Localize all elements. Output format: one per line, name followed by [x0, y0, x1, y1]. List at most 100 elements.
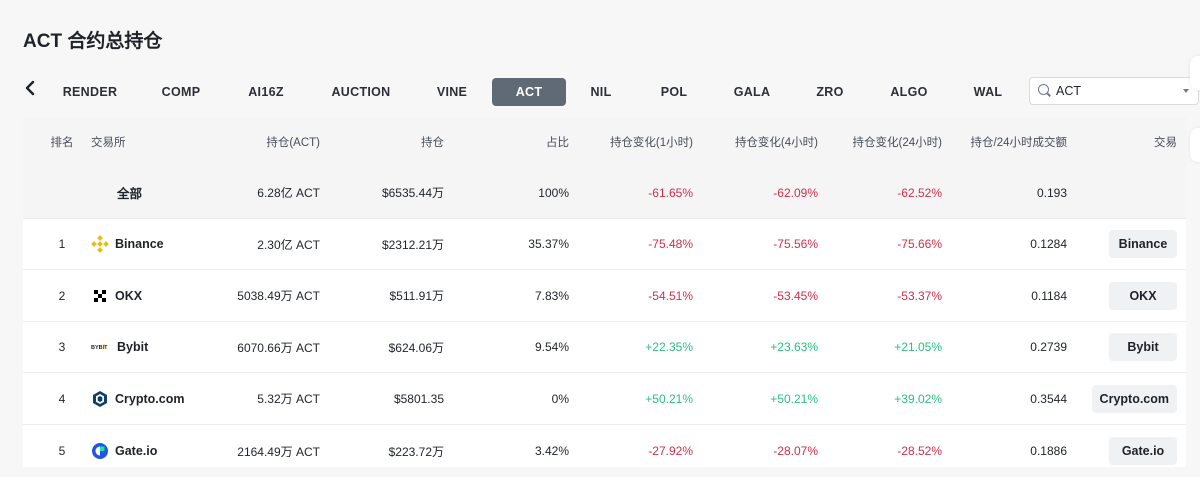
oi-volume-ratio: 0.1284	[1030, 237, 1067, 251]
share: 9.54%	[534, 340, 569, 354]
total-change-1h: -61.65%	[648, 185, 693, 200]
gate-io-logo-icon	[91, 442, 109, 460]
exchange-cell: BYBIT Bybit	[91, 322, 231, 372]
share: 35.37%	[528, 237, 569, 251]
change-4h: -53.45%	[773, 288, 818, 303]
table-row: 2 OKX 5038.49万 ACT $511.91万 7.83% -54.51…	[23, 270, 1186, 322]
exchange-cell: Gate.io	[91, 425, 231, 477]
change-1h: +50.21%	[645, 391, 693, 406]
header-exchange: 交易所	[91, 137, 126, 149]
tab-gala[interactable]: GALA	[733, 85, 771, 99]
trade-cell: Crypto.com	[1091, 373, 1177, 424]
trade-button-bybit[interactable]: Bybit	[1109, 333, 1177, 361]
change-1h: -27.92%	[648, 444, 693, 458]
trade-cell: Bybit	[1109, 322, 1177, 372]
header-change-24h: 持仓变化(24小时)	[852, 137, 942, 149]
exchange-name: Crypto.com	[115, 391, 185, 406]
oi-coin: 5.32万 ACT	[257, 392, 320, 406]
oi-usd: $2312.21万	[381, 237, 444, 252]
table-row-total: 全部 6.28亿 ACT $6535.44万 100% -61.65% -62.…	[23, 167, 1186, 219]
exchange-cell: Crypto.com	[91, 373, 231, 424]
tab-wal[interactable]: WAL	[973, 85, 1003, 99]
header-trade: 交易	[1154, 137, 1177, 149]
trade-button-crypto-com[interactable]: Crypto.com	[1091, 384, 1177, 413]
symbol-tab-bar: RENDER COMP AI16Z AUCTION VINE ACT NIL P…	[0, 76, 1200, 106]
change-1h: +22.35%	[645, 340, 693, 354]
tab-zro[interactable]: ZRO	[816, 85, 844, 99]
change-4h: -28.07%	[773, 444, 818, 458]
change-24h: +39.02%	[894, 391, 942, 406]
share: 3.42%	[534, 444, 569, 458]
page-title: ACT 合约总持仓	[23, 31, 163, 52]
change-4h: -75.56%	[773, 237, 818, 251]
tab-comp[interactable]: COMP	[161, 85, 201, 99]
exchange-name: Bybit	[117, 340, 149, 354]
rank: 4	[58, 391, 66, 406]
total-change-4h: -62.09%	[773, 185, 818, 200]
tab-pol[interactable]: POL	[660, 85, 688, 99]
binance-logo-icon	[91, 235, 109, 253]
trade-cell: OKX	[1109, 270, 1177, 321]
trade-button-okx[interactable]: OKX	[1109, 281, 1177, 310]
side-handle[interactable]	[1190, 56, 1200, 90]
bybit-logo-icon: BYBIT	[91, 338, 111, 356]
table-header-row: 排名 交易所 持仓(ACT) 持仓 占比 持仓变化(1小时) 持仓变化(4小时)…	[23, 117, 1186, 167]
table-row: 5 Gate.io 2164.49万 ACT $223.72万 3.42% -2…	[23, 425, 1186, 477]
tab-algo[interactable]: ALGO	[890, 85, 928, 99]
oi-usd: $5801.35	[393, 391, 444, 406]
okx-logo-icon	[91, 287, 109, 305]
side-handle[interactable]	[1190, 128, 1200, 162]
oi-coin: 5038.49万 ACT	[237, 289, 320, 303]
header-oi-volume-ratio: 持仓/24小时成交额	[970, 137, 1068, 149]
total-label: 全部	[117, 187, 143, 201]
rank: 2	[58, 288, 66, 303]
change-24h: -53.37%	[897, 288, 942, 303]
tab-nil[interactable]: NIL	[590, 85, 612, 99]
tab-act[interactable]: ACT	[492, 78, 566, 106]
search-value: ACT	[1056, 84, 1081, 98]
tab-render[interactable]: RENDER	[62, 85, 118, 99]
tab-auction[interactable]: AUCTION	[331, 85, 391, 99]
change-1h: -54.51%	[648, 288, 693, 303]
total-oi-coin: 6.28亿 ACT	[257, 186, 320, 200]
bybit-logo-text: BYBIT	[91, 345, 108, 351]
oi-usd: $223.72万	[388, 444, 444, 459]
oi-usd: $511.91万	[389, 289, 445, 303]
share: 7.83%	[534, 288, 569, 303]
exchange-cell: Binance	[91, 219, 231, 269]
tab-vine[interactable]: VINE	[436, 85, 468, 99]
trade-button-gate-io[interactable]: Gate.io	[1109, 437, 1177, 465]
header-change-1h: 持仓变化(1小时)	[609, 137, 693, 149]
oi-coin: 2.30亿 ACT	[257, 237, 320, 252]
table-row: 3 BYBIT Bybit 6070.66万 ACT $624.06万 9.54…	[23, 322, 1186, 373]
rank: 3	[58, 340, 66, 354]
header-oi-coin: 持仓(ACT)	[266, 137, 320, 149]
side-panel-edge	[1186, 0, 1200, 467]
change-4h: +23.63%	[770, 340, 818, 354]
header-rank: 排名	[50, 137, 74, 149]
change-24h: -28.52%	[897, 444, 942, 458]
exchange-cell: OKX	[91, 270, 231, 321]
chevron-left-icon[interactable]	[23, 80, 41, 100]
oi-usd: $624.06万	[388, 340, 444, 355]
table-row: 4 Crypto.com 5.32万 ACT $5801.35 0% +50.2…	[23, 373, 1186, 425]
total-ratio: 0.193	[1036, 185, 1067, 200]
trade-cell: Binance	[1109, 219, 1177, 269]
share: 0%	[551, 391, 569, 406]
tab-ai16z[interactable]: AI16Z	[248, 85, 284, 99]
change-4h: +50.21%	[770, 391, 818, 406]
total-oi-usd: $6535.44万	[381, 186, 444, 200]
table-row: 1 Binance 2.30亿 ACT $2312.21万 35.37% -75…	[23, 219, 1186, 270]
oi-volume-ratio: 0.1184	[1031, 288, 1067, 303]
header-share: 占比	[546, 137, 569, 149]
oi-volume-ratio: 0.2739	[1030, 340, 1067, 354]
crypto-com-logo-icon	[91, 390, 109, 408]
rank: 5	[58, 444, 66, 458]
exchange-name: Binance	[115, 237, 164, 251]
total-share: 100%	[538, 185, 569, 200]
trade-button-binance[interactable]: Binance	[1109, 230, 1177, 258]
symbol-search-select[interactable]: ACT	[1029, 77, 1199, 105]
rank: 1	[58, 237, 66, 251]
open-interest-table: 排名 交易所 持仓(ACT) 持仓 占比 持仓变化(1小时) 持仓变化(4小时)…	[23, 117, 1186, 467]
header-oi-usd: 持仓	[421, 137, 444, 149]
